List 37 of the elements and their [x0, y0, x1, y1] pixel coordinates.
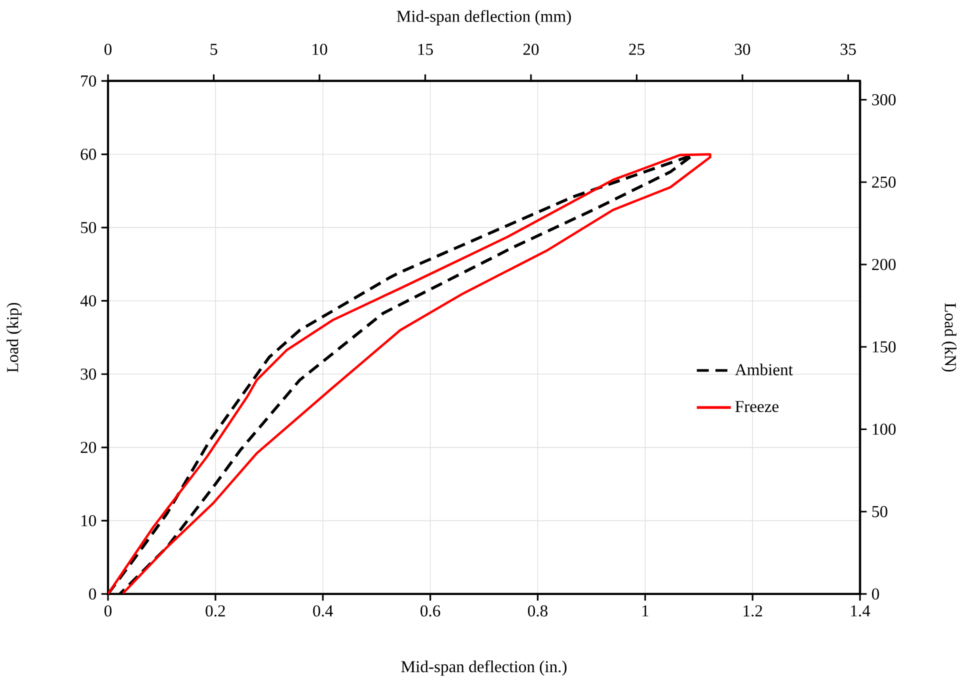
x-tick-label: 1.2 — [744, 605, 762, 617]
x-tick-label: 0.4 — [313, 605, 333, 617]
y-tick-label: 30 — [80, 368, 96, 380]
y2-tick-label: 50 — [872, 506, 888, 518]
y2-tick-label: 250 — [872, 176, 896, 188]
x2-tick-label: 0 — [104, 44, 112, 55]
y-tick-label: 20 — [80, 442, 96, 454]
legend-label: Ambient — [735, 364, 793, 376]
y2-tick-label: 300 — [872, 94, 896, 106]
y-tick-label: 70 — [81, 75, 96, 87]
y-tick-label: 40 — [80, 295, 96, 306]
x-tick-label: 0.8 — [528, 605, 548, 617]
x-tick-label: 1.4 — [851, 605, 870, 617]
y2-tick-label: 100 — [872, 424, 896, 435]
x-tick-label: 0 — [104, 605, 112, 617]
y-axis-title: Load (kip) — [6, 302, 22, 372]
x2-tick-label: 10 — [312, 44, 328, 55]
x2-tick-label: 25 — [629, 44, 644, 55]
y2-tick-label: 0 — [872, 588, 880, 600]
y2-tick-label: 150 — [872, 341, 896, 352]
x-tick-label: 1 — [642, 605, 648, 616]
x2-tick-label: 15 — [418, 44, 433, 55]
x2-axis-title: Mid-span deflection (mm) — [396, 10, 571, 26]
x-tick-label: 0.6 — [420, 605, 440, 617]
y-tick-label: 0 — [88, 588, 96, 600]
y2-tick-label: 200 — [872, 258, 896, 270]
x2-tick-label: 30 — [734, 44, 750, 55]
legend-label: Freeze — [735, 401, 779, 412]
x-axis-title: Mid-span deflection (in.) — [401, 660, 567, 676]
x2-tick-label: 5 — [210, 44, 218, 55]
x2-tick-label: 35 — [840, 44, 856, 55]
y-tick-label: 50 — [81, 222, 96, 234]
x-tick-label: 0.2 — [206, 605, 225, 617]
y2-axis-title: Load (kN) — [941, 303, 956, 372]
y-tick-label: 10 — [82, 515, 96, 526]
x2-tick-label: 20 — [523, 44, 539, 55]
y-tick-label: 60 — [80, 148, 96, 160]
